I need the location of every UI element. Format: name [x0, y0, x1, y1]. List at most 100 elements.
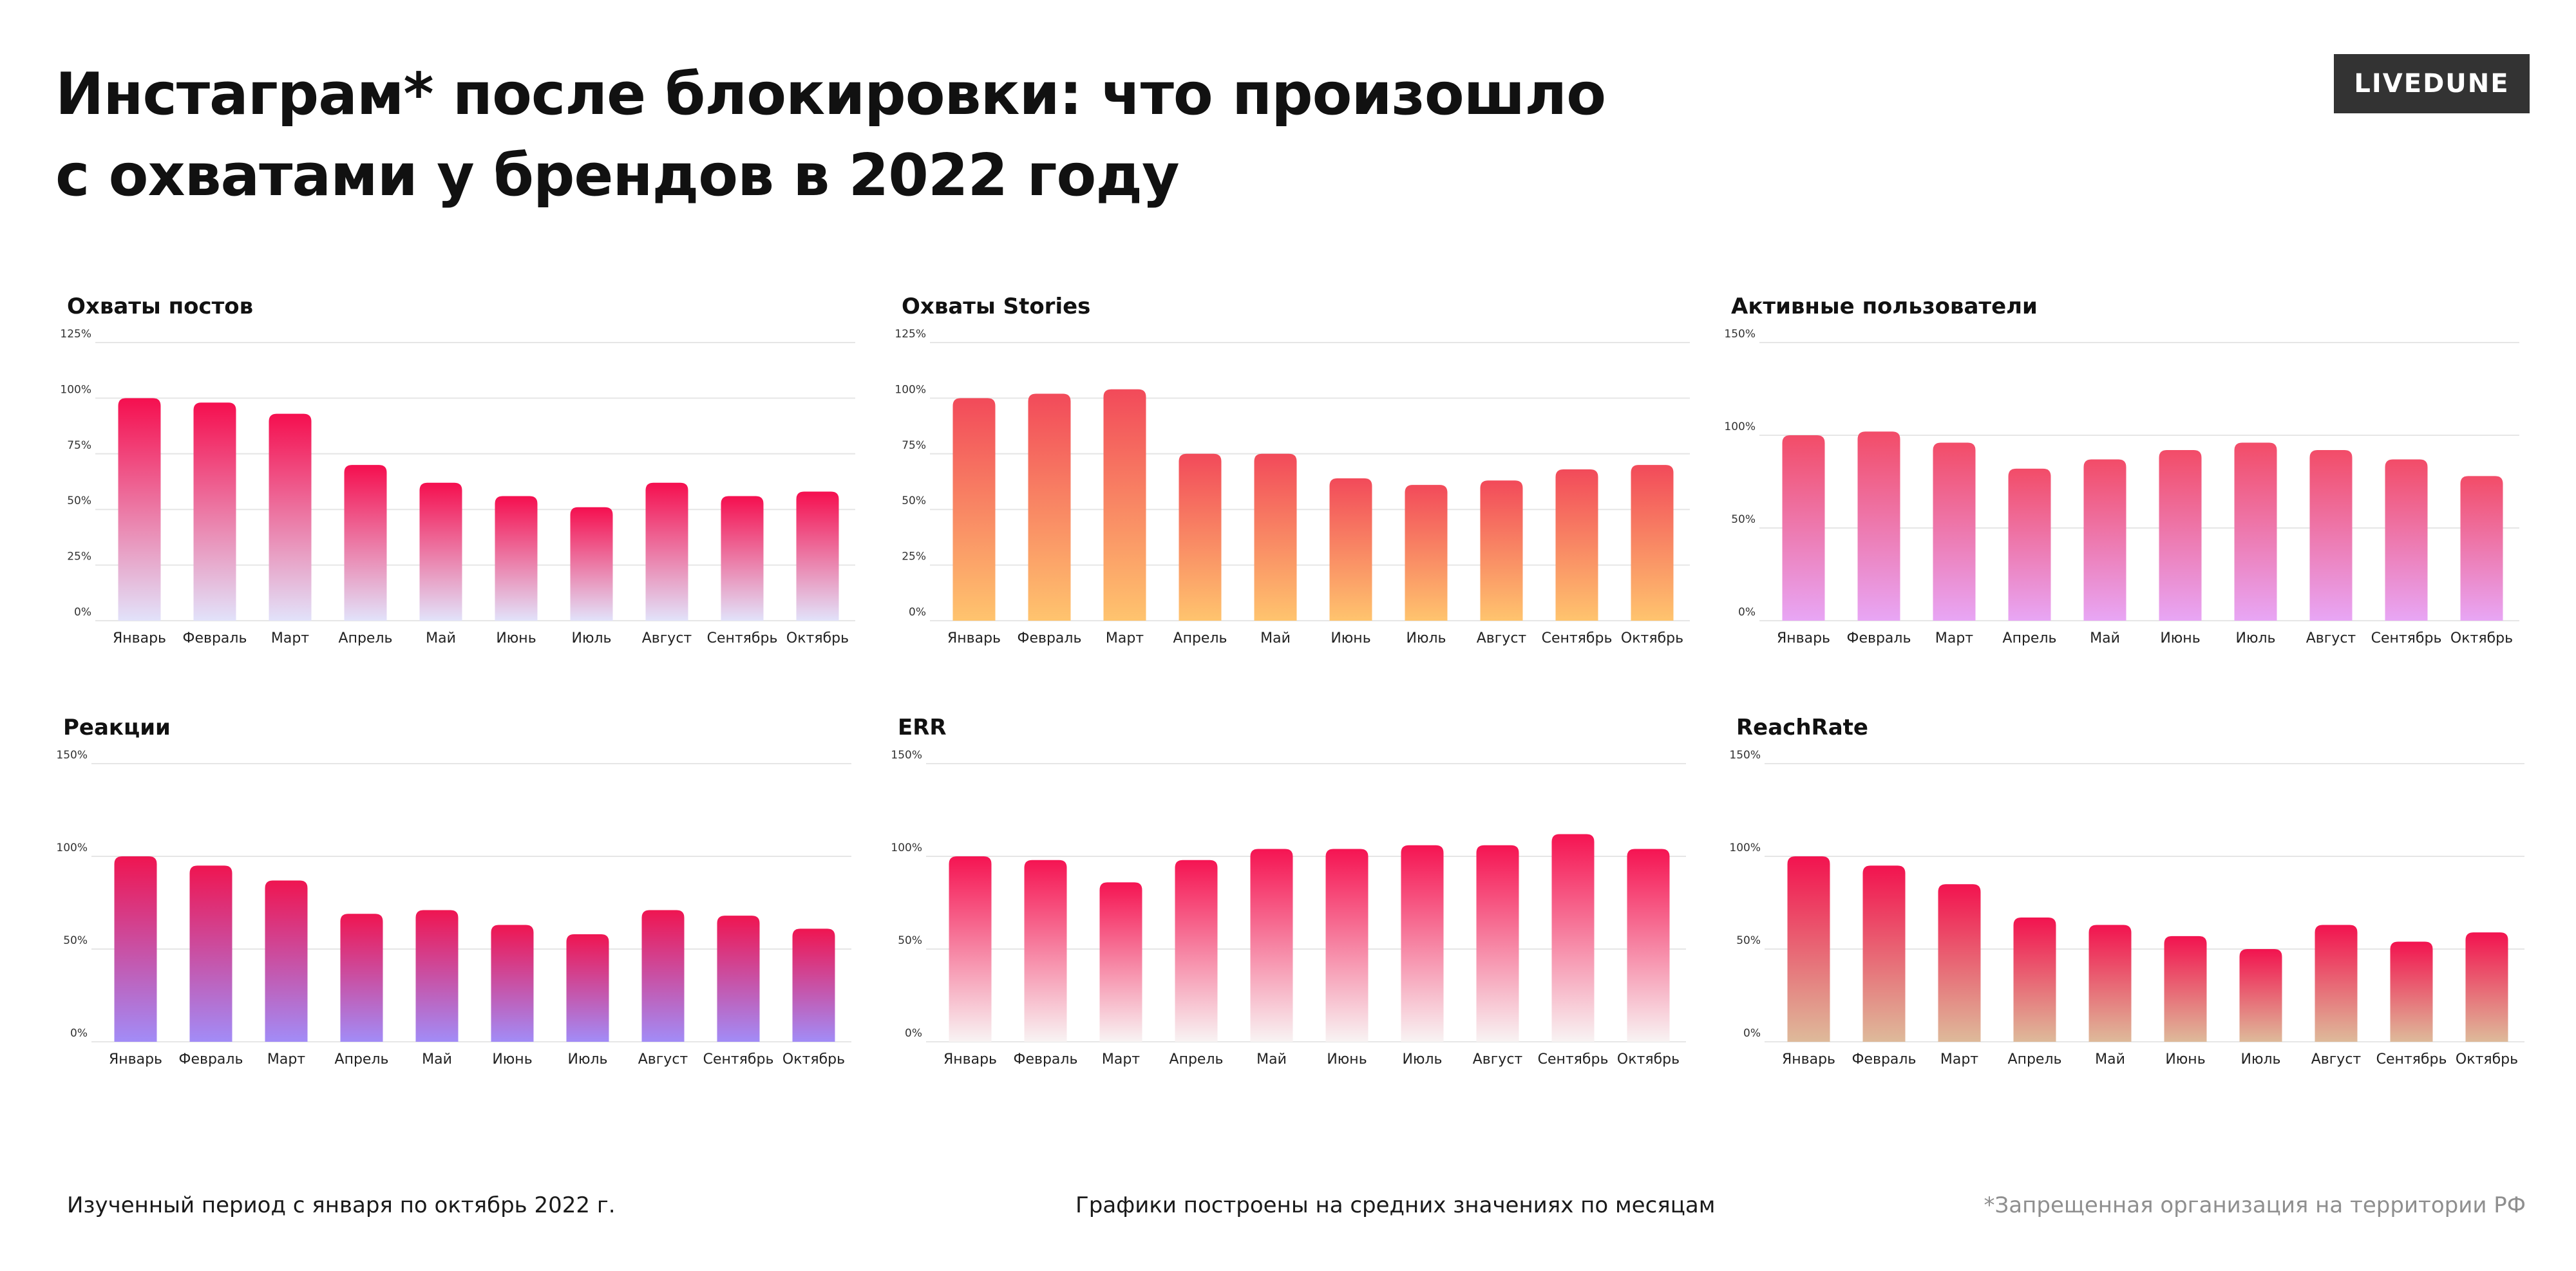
x-tick-label: Май [2090, 630, 2120, 646]
bar [2385, 459, 2428, 621]
x-tick-label: Май [1256, 1051, 1287, 1068]
x-tick-label: Март [267, 1051, 305, 1068]
x-tick-label: Сентябрь [707, 630, 778, 646]
x-tick-label: Апрель [2003, 630, 2057, 646]
x-tick-label: Июль [2240, 1051, 2280, 1068]
bar [1627, 849, 1670, 1042]
y-tick-label: 0% [905, 1027, 922, 1040]
chart-title: Реакции [63, 715, 171, 740]
x-tick-label: Июль [571, 630, 611, 646]
x-tick-label: Июнь [496, 630, 536, 646]
x-tick-label: Февраль [1014, 1051, 1078, 1068]
bar [2159, 450, 2202, 621]
chart-title: Активные пользователи [1731, 294, 2038, 319]
x-tick-label: Август [2306, 630, 2356, 646]
x-tick-label: Октябрь [1621, 630, 1683, 646]
x-tick-label: Июнь [2165, 1051, 2205, 1068]
bar [1024, 860, 1067, 1042]
y-tick-label: 0% [909, 606, 926, 619]
x-tick-label: Август [1473, 1051, 1523, 1068]
page-title-line-1: Инстаграм* после блокировки: что произош… [55, 61, 1606, 128]
bar [570, 507, 613, 621]
bar [189, 865, 232, 1042]
x-tick-label: Август [638, 1051, 688, 1068]
bar [1175, 860, 1218, 1042]
x-tick-label: Февраль [1847, 630, 1911, 646]
y-tick-label: 150% [56, 749, 88, 762]
x-tick-label: Июль [1406, 630, 1446, 646]
bar [1480, 480, 1523, 621]
bar [645, 482, 688, 621]
bar [792, 928, 835, 1042]
x-tick-label: Январь [947, 630, 1001, 646]
x-tick-label: Январь [1782, 1051, 1835, 1068]
bar [193, 402, 236, 621]
bar [114, 856, 157, 1042]
bar [1631, 465, 1674, 621]
x-tick-label: Июль [2235, 630, 2275, 646]
y-tick-label: 50% [63, 934, 88, 947]
x-tick-label: Январь [943, 1051, 997, 1068]
x-tick-label: Март [271, 630, 309, 646]
x-tick-label: Апрель [1170, 1051, 1224, 1068]
chart-stories-reach: Охваты Stories 0% 25% 50% 75% 100% 125% Январь… [891, 294, 1690, 693]
y-tick-label: 100% [1729, 842, 1761, 854]
bar [495, 496, 538, 621]
bar [340, 914, 383, 1042]
x-tick-label: Октябрь [782, 1051, 845, 1068]
bar [1555, 469, 1598, 621]
x-tick-label: Май [2095, 1051, 2125, 1068]
bar [566, 934, 609, 1042]
y-tick-label: 0% [1743, 1027, 1761, 1040]
bar [1862, 865, 1906, 1042]
y-tick-label: 25% [67, 551, 91, 563]
bar [1401, 845, 1444, 1042]
y-tick-label: 0% [70, 1027, 88, 1040]
y-tick-label: 100% [891, 842, 922, 854]
y-tick-label: 50% [902, 494, 926, 507]
y-tick-label: 100% [895, 383, 926, 396]
bar [1787, 856, 1830, 1042]
bar [269, 413, 312, 621]
y-tick-label: 50% [1731, 513, 1756, 526]
bar [1476, 845, 1519, 1042]
x-tick-label: Сентябрь [2371, 630, 2442, 646]
x-tick-label: Февраль [1018, 630, 1082, 646]
bar [1254, 453, 1297, 621]
livedune-logo: LIVEDUNE [2334, 54, 2530, 113]
bar [1933, 442, 1976, 621]
x-tick-label: Май [426, 630, 456, 646]
x-tick-label: Май [1260, 630, 1291, 646]
bar [2239, 949, 2282, 1042]
bar [2460, 476, 2503, 621]
bar [2309, 450, 2353, 621]
x-tick-label: Октябрь [1617, 1051, 1680, 1068]
footer-period-note: Изученный период с января по октябрь 202… [67, 1192, 616, 1218]
chart-plot: 0% 50% 100% 150% Январь Февраль Март Апрель Май И… [1729, 749, 2524, 1068]
y-tick-label: 150% [1724, 328, 1756, 341]
x-tick-label: Июль [567, 1051, 607, 1068]
chart-plot: 0% 25% 50% 75% 100% 125% Январь Февраль Март Апре… [60, 328, 855, 646]
x-tick-label: Март [1940, 1051, 1978, 1068]
bar [2390, 941, 2433, 1042]
bar [796, 491, 839, 621]
x-tick-label: Октябрь [2456, 1051, 2518, 1068]
bar [717, 916, 760, 1042]
bar [641, 910, 685, 1042]
y-tick-label: 100% [60, 383, 91, 396]
y-tick-label: 75% [902, 439, 926, 452]
y-tick-label: 100% [1724, 420, 1756, 433]
chart-reactions: Реакции 0% 50% 100% 150% Январь Февраль Март Ап… [53, 715, 851, 1114]
x-tick-label: Август [642, 630, 692, 646]
x-tick-label: Сентябрь [1538, 1051, 1609, 1068]
bar [2234, 442, 2277, 621]
x-tick-label: Сентябрь [1542, 630, 1613, 646]
bar [1103, 389, 1146, 621]
y-tick-label: 0% [74, 606, 91, 619]
x-tick-label: Февраль [1852, 1051, 1917, 1068]
bar [1028, 393, 1071, 621]
bar [1551, 834, 1595, 1042]
chart-title: Охваты Stories [902, 294, 1091, 319]
chart-title: ERR [898, 715, 947, 740]
y-tick-label: 50% [67, 494, 91, 507]
